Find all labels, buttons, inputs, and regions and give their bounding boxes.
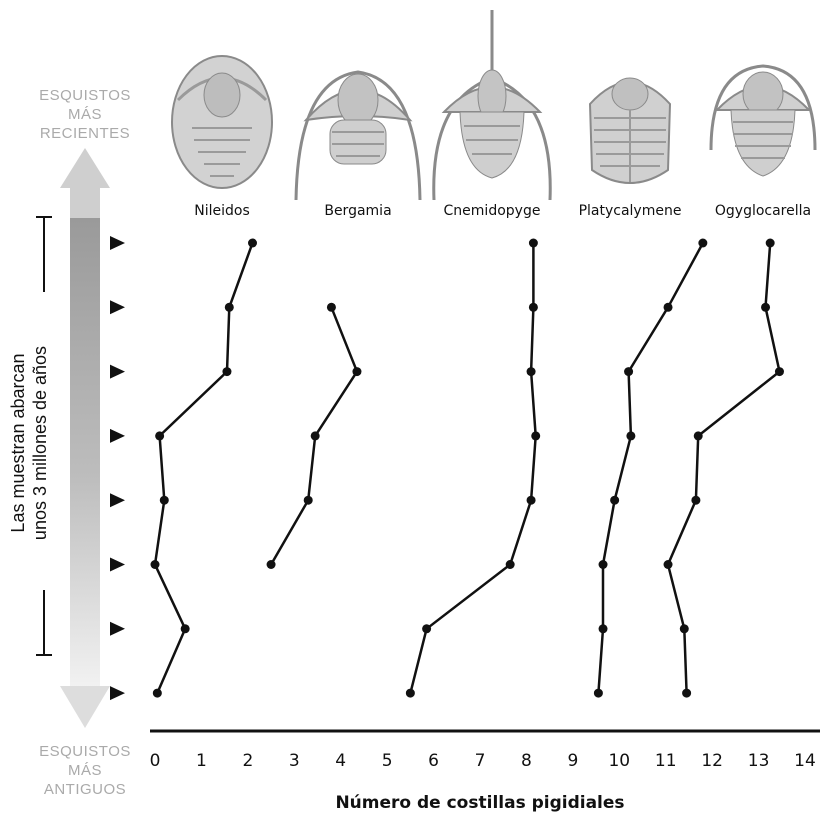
- series-layer: [150, 238, 784, 698]
- data-point-nileidos: [224, 302, 234, 312]
- x-tick-label: 6: [428, 751, 439, 771]
- platycalymene-illustration: [588, 77, 672, 184]
- data-point-cnemidopyge: [528, 302, 538, 312]
- trilobite-nileidos: Nileidos: [152, 0, 292, 225]
- series-name-platycalymene: Platycalymene: [578, 203, 682, 219]
- x-axis-label: Número de costillas pigidiales: [335, 793, 625, 813]
- x-tick-label: 14: [794, 751, 816, 771]
- trilobite-platycalymene: Platycalymene: [560, 0, 700, 225]
- x-tick-label: 11: [655, 751, 677, 771]
- series-name-bergamia: Bergamia: [324, 203, 392, 219]
- sample-level-marker: [110, 300, 125, 315]
- data-point-ogyglocarella: [693, 431, 703, 441]
- level-markers: [110, 236, 125, 701]
- strata-bottom-label: ESQUISTOS MÁS ANTIGUOS: [20, 742, 150, 799]
- data-point-cnemidopyge: [422, 624, 432, 634]
- sample-level-marker: [110, 686, 125, 701]
- x-tick-label: 8: [521, 751, 532, 771]
- sample-level-marker: [110, 364, 125, 379]
- data-point-nileidos: [222, 367, 232, 377]
- x-tick-label: 10: [608, 751, 630, 771]
- data-point-platycalymene: [663, 302, 673, 312]
- x-tick-label: 0: [150, 751, 161, 771]
- series-name-cnemidopyge: Cnemidopyge: [443, 203, 541, 219]
- data-point-platycalymene: [624, 367, 634, 377]
- strata-bottom-line-2: MÁS: [67, 762, 102, 779]
- strata-bottom-line-3: ANTIGUOS: [43, 781, 127, 798]
- data-point-platycalymene: [593, 688, 603, 698]
- data-point-ogyglocarella: [679, 624, 689, 634]
- x-tick-label: 5: [382, 751, 393, 771]
- x-tick-labels: 0 1 2 3 4 5 6 7 8 9 10 11 12 13 14: [150, 751, 816, 771]
- sample-level-marker: [110, 557, 125, 572]
- x-tick-label: 4: [335, 751, 346, 771]
- strata-top-label: ESQUISTOS MÁS RECIENTES: [20, 86, 150, 143]
- data-point-nileidos: [159, 495, 169, 505]
- data-point-cnemidopyge: [528, 238, 538, 248]
- y-axis-label-line-2: unos 3 millones de años: [30, 345, 50, 541]
- data-point-bergamia: [303, 495, 313, 505]
- y-axis-label-line-1: Las muestran abarcan: [8, 353, 28, 533]
- series-name-nileidos: Nileidos: [194, 203, 250, 219]
- sample-level-marker: [110, 621, 125, 636]
- data-point-ogyglocarella: [682, 688, 692, 698]
- x-tick-label: 2: [242, 751, 253, 771]
- data-point-ogyglocarella: [765, 238, 775, 248]
- series-line-cnemidopyge: [409, 243, 537, 694]
- recent-arrow-head: [60, 148, 110, 188]
- data-point-nileidos: [180, 624, 190, 634]
- data-point-nileidos: [152, 688, 162, 698]
- cnemidopyge-illustration: [432, 10, 552, 200]
- trilobite-ogyglocarella: Ogyglocarella: [693, 0, 820, 225]
- data-point-platycalymene: [698, 238, 708, 248]
- x-tick-label: 7: [475, 751, 486, 771]
- y-axis-label: Las muestran abarcan unos 3 millones de …: [7, 233, 57, 653]
- sample-level-marker: [110, 493, 125, 508]
- series-name-ogyglocarella: Ogyglocarella: [714, 203, 812, 219]
- data-point-platycalymene: [598, 560, 608, 569]
- strata-bottom-line-1: ESQUISTOS: [39, 743, 131, 760]
- data-point-cnemidopyge: [405, 688, 415, 698]
- sample-level-marker: [110, 236, 125, 250]
- data-point-cnemidopyge: [526, 367, 536, 377]
- data-point-bergamia: [326, 302, 336, 312]
- x-tick-label: 1: [196, 751, 207, 771]
- data-point-ogyglocarella: [691, 495, 701, 505]
- ogyglocarella-illustration: [709, 64, 817, 177]
- sample-level-marker: [110, 428, 125, 443]
- data-point-platycalymene: [610, 495, 620, 505]
- data-point-bergamia: [310, 431, 320, 441]
- data-point-cnemidopyge: [531, 431, 541, 441]
- data-point-ogyglocarella: [774, 367, 784, 377]
- data-point-ogyglocarella: [663, 560, 673, 569]
- data-point-ogyglocarella: [761, 302, 771, 312]
- ancient-arrow-head: [60, 686, 110, 728]
- recent-arrow-shaft: [70, 187, 100, 219]
- x-tick-label: 9: [567, 751, 578, 771]
- nileidos-illustration: [171, 55, 273, 189]
- data-point-nileidos: [150, 560, 160, 569]
- bergamia-illustration: [294, 70, 422, 200]
- data-point-nileidos: [155, 431, 165, 441]
- data-point-platycalymene: [598, 624, 608, 634]
- time-bar: [70, 218, 100, 688]
- data-point-platycalymene: [626, 431, 636, 441]
- data-point-bergamia: [266, 560, 276, 569]
- strata-top-line-2: MÁS: [67, 106, 102, 123]
- data-point-bergamia: [352, 367, 362, 377]
- series-line-nileidos: [153, 242, 254, 694]
- x-tick-label: 13: [748, 751, 770, 771]
- strata-top-line-3: RECIENTES: [39, 125, 131, 142]
- data-point-cnemidopyge: [526, 495, 536, 505]
- trilobite-cnemidopyge: Cnemidopyge: [422, 0, 562, 225]
- data-point-cnemidopyge: [505, 560, 515, 569]
- trilobite-bergamia: Bergamia: [288, 0, 428, 225]
- x-tick-label: 3: [289, 751, 300, 771]
- data-point-nileidos: [248, 238, 257, 248]
- series-line-platycalymene: [597, 242, 704, 694]
- x-tick-label: 12: [701, 751, 723, 771]
- series-line-ogyglocarella: [666, 242, 781, 694]
- strata-top-line-1: ESQUISTOS: [39, 87, 131, 104]
